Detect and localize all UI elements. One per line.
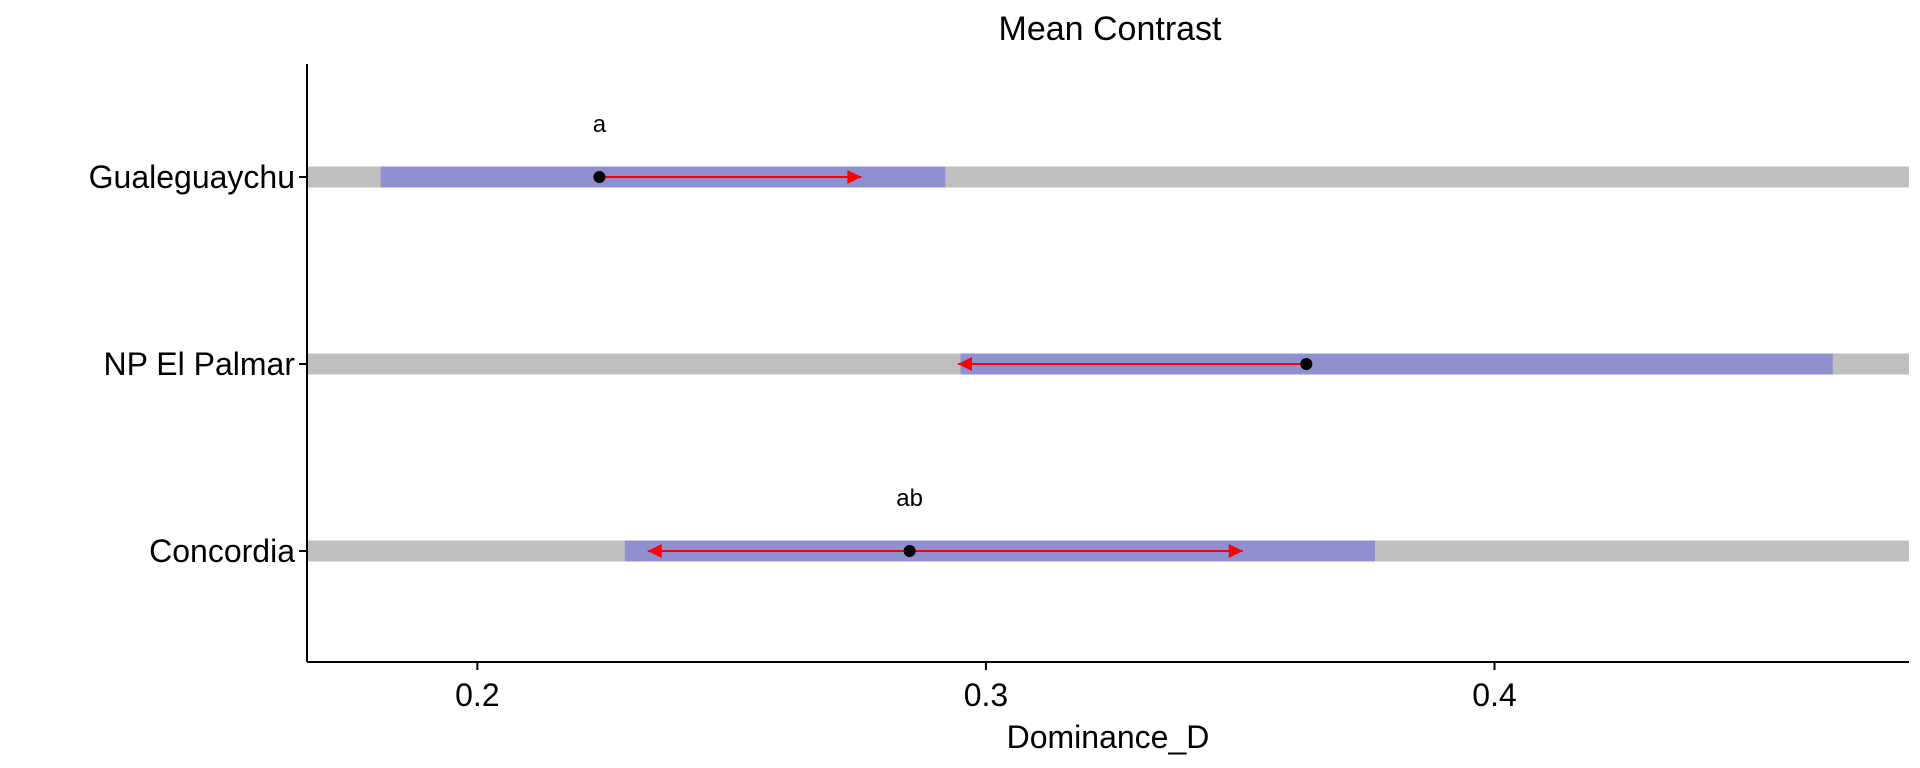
chart-title: Mean Contrast bbox=[999, 10, 1223, 48]
y-axis-ticks: Gualeguaychu NP El Palmar Concordia bbox=[89, 159, 307, 569]
contrast-arrow-2-head bbox=[1228, 544, 1243, 558]
x-tick-label: 0.3 bbox=[964, 677, 1008, 713]
contrast-arrow-head bbox=[957, 357, 972, 371]
row-concordia: ab bbox=[307, 485, 1909, 562]
group-letter: ab bbox=[896, 485, 923, 512]
interval-bar bbox=[960, 353, 1833, 375]
row-gualeguaychu: a bbox=[307, 111, 1909, 188]
x-tick-label: 0.2 bbox=[455, 677, 499, 713]
x-axis-label: Dominance_D bbox=[1007, 719, 1210, 755]
y-tick-label: NP El Palmar bbox=[104, 346, 296, 382]
contrast-arrow-head bbox=[847, 170, 862, 184]
contrast-arrow-1-head bbox=[647, 544, 662, 558]
y-tick-label: Concordia bbox=[149, 533, 295, 569]
group-letter: a bbox=[593, 111, 607, 138]
mean-point bbox=[593, 171, 606, 183]
x-tick-label: 0.4 bbox=[1472, 677, 1516, 713]
x-axis-ticks: 0.2 0.3 0.4 bbox=[455, 662, 1517, 713]
y-tick-label: Gualeguaychu bbox=[89, 159, 295, 195]
mean-point bbox=[1300, 358, 1313, 370]
plot-area: a ab bbox=[307, 111, 1909, 562]
mean-point bbox=[903, 545, 916, 557]
row-np-el-palmar bbox=[307, 353, 1909, 375]
